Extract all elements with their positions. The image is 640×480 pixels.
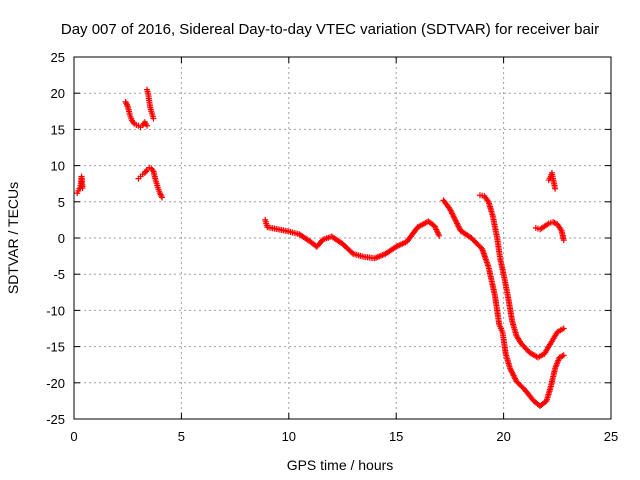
y-tick-label: -10 — [46, 303, 65, 318]
y-tick-label: -5 — [53, 267, 65, 282]
x-axis-label: GPS time / hours — [287, 457, 394, 473]
tick-layer: 0 5 10 15 20 25 -25 -20 -15 -10 -5 0 5 10 15 20 25 — [46, 50, 618, 444]
series-seg1 — [74, 173, 86, 197]
data-point — [560, 352, 567, 359]
y-tick-label: 5 — [58, 195, 65, 210]
data-layer — [74, 86, 567, 409]
data-point — [560, 325, 567, 332]
grid-layer — [74, 57, 611, 419]
y-axis-label: SDTVAR / TECUs — [5, 182, 21, 294]
y-tick-label: 15 — [51, 122, 65, 137]
series-seg6 — [440, 197, 567, 409]
series-seg2 — [122, 98, 151, 131]
data-point — [436, 232, 443, 239]
x-tick-label: 15 — [389, 429, 403, 444]
y-tick-label: 25 — [51, 50, 65, 65]
series-seg5 — [262, 216, 443, 262]
x-tick-label: 20 — [496, 429, 510, 444]
y-tick-label: -20 — [46, 376, 65, 391]
data-point — [159, 194, 166, 201]
series-seg3 — [144, 86, 157, 122]
series-seg7 — [476, 192, 567, 361]
data-point — [144, 122, 151, 129]
x-tick-label: 5 — [178, 429, 185, 444]
data-point — [560, 237, 567, 244]
y-tick-label: -15 — [46, 340, 65, 355]
series-seg9 — [545, 169, 559, 192]
series-seg8 — [532, 219, 567, 244]
x-tick-label: 0 — [70, 429, 77, 444]
data-point — [150, 115, 157, 122]
data-point — [552, 185, 559, 192]
y-tick-label: 10 — [51, 159, 65, 174]
y-tick-label: -25 — [46, 412, 65, 427]
data-point — [79, 185, 86, 192]
chart-title: Day 007 of 2016, Sidereal Day-to-day VTE… — [61, 21, 599, 38]
y-tick-label: 0 — [58, 231, 65, 246]
x-tick-label: 10 — [282, 429, 296, 444]
y-tick-label: 20 — [51, 86, 65, 101]
series-seg4 — [135, 164, 166, 201]
x-tick-label: 25 — [604, 429, 618, 444]
